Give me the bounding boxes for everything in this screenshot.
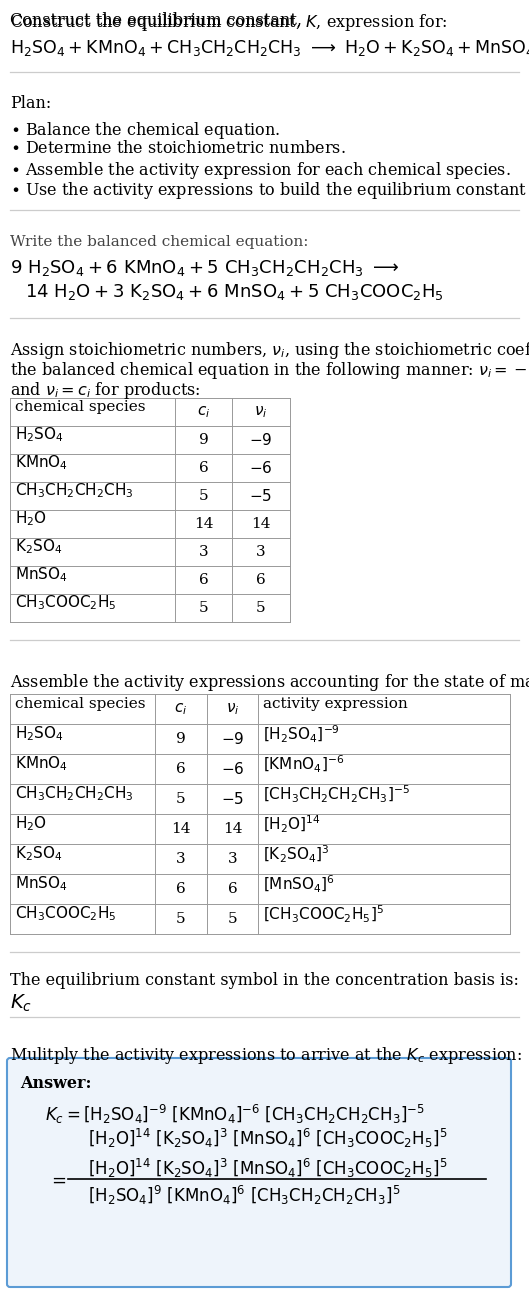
Text: Assemble the activity expressions accounting for the state of matter and $\nu_i$: Assemble the activity expressions accoun… — [10, 672, 529, 693]
Text: $\bullet$ Balance the chemical equation.: $\bullet$ Balance the chemical equation. — [10, 120, 280, 141]
Text: $\mathrm{CH_3CH_2CH_2CH_3}$: $\mathrm{CH_3CH_2CH_2CH_3}$ — [15, 784, 134, 804]
Text: and $\nu_i = c_i$ for products:: and $\nu_i = c_i$ for products: — [10, 380, 200, 401]
Text: $-5$: $-5$ — [221, 791, 244, 808]
Text: 14: 14 — [223, 822, 242, 836]
Text: $\mathrm{K_2SO_4}$: $\mathrm{K_2SO_4}$ — [15, 845, 62, 863]
Text: $\mathrm{H_2O}$: $\mathrm{H_2O}$ — [15, 815, 47, 833]
Text: $\bullet$ Use the activity expressions to build the equilibrium constant express: $\bullet$ Use the activity expressions t… — [10, 180, 529, 202]
Text: $\mathrm{[H_2O]^{14}\ [K_2SO_4]^{3}\ [MnSO_4]^{6}\ [CH_3COOC_2H_5]^{5}}$: $\mathrm{[H_2O]^{14}\ [K_2SO_4]^{3}\ [Mn… — [88, 1127, 448, 1150]
Text: $-5$: $-5$ — [250, 488, 272, 504]
Text: $c_i$: $c_i$ — [197, 404, 210, 420]
Text: 5: 5 — [199, 488, 208, 503]
Text: $\mathrm{MnSO_4}$: $\mathrm{MnSO_4}$ — [15, 566, 68, 584]
Text: $\mathrm{K_2SO_4}$: $\mathrm{K_2SO_4}$ — [15, 537, 62, 557]
Text: $\nu_i$: $\nu_i$ — [254, 404, 268, 420]
Text: 6: 6 — [256, 572, 266, 587]
Text: 14: 14 — [171, 822, 191, 836]
Text: $-9$: $-9$ — [249, 432, 273, 448]
Text: The equilibrium constant symbol in the concentration basis is:: The equilibrium constant symbol in the c… — [10, 972, 519, 988]
Text: 5: 5 — [256, 601, 266, 615]
Text: Write the balanced chemical equation:: Write the balanced chemical equation: — [10, 235, 308, 249]
Text: activity expression: activity expression — [263, 696, 408, 711]
Text: $\mathrm{[H_2O]^{14}}$: $\mathrm{[H_2O]^{14}}$ — [263, 814, 321, 835]
Text: $\mathrm{H_2SO_4}$: $\mathrm{H_2SO_4}$ — [15, 725, 64, 743]
Text: 6: 6 — [227, 882, 238, 895]
Text: $K_c = \mathrm{[H_2SO_4]^{-9}\ [KMnO_4]^{-6}\ [CH_3CH_2CH_2CH_3]^{-5}}$: $K_c = \mathrm{[H_2SO_4]^{-9}\ [KMnO_4]^… — [45, 1103, 425, 1127]
Text: $c_i$: $c_i$ — [175, 702, 188, 717]
Text: chemical species: chemical species — [15, 401, 145, 413]
Text: $\mathrm{[K_2SO_4]^{3}}$: $\mathrm{[K_2SO_4]^{3}}$ — [263, 844, 330, 864]
Text: 5: 5 — [227, 912, 238, 926]
Text: $-9$: $-9$ — [221, 731, 244, 747]
Text: $\mathrm{[H_2SO_4]^{9}\ [KMnO_4]^{6}\ [CH_3CH_2CH_2CH_3]^{5}}$: $\mathrm{[H_2SO_4]^{9}\ [KMnO_4]^{6}\ [C… — [88, 1183, 400, 1207]
Text: $\mathrm{CH_3COOC_2H_5}$: $\mathrm{CH_3COOC_2H_5}$ — [15, 593, 116, 612]
Text: $\mathrm{KMnO_4}$: $\mathrm{KMnO_4}$ — [15, 755, 68, 774]
Text: the balanced chemical equation in the following manner: $\nu_i = -c_i$ for react: the balanced chemical equation in the fo… — [10, 360, 529, 381]
Text: 9: 9 — [176, 733, 186, 745]
Text: $=$: $=$ — [48, 1171, 67, 1189]
Text: Assign stoichiometric numbers, $\nu_i$, using the stoichiometric coefficients, $: Assign stoichiometric numbers, $\nu_i$, … — [10, 340, 529, 360]
Text: Plan:: Plan: — [10, 96, 51, 112]
Text: $\mathrm{CH_3CH_2CH_2CH_3}$: $\mathrm{CH_3CH_2CH_2CH_3}$ — [15, 482, 134, 500]
Text: $\mathrm{[H_2SO_4]^{-9}}$: $\mathrm{[H_2SO_4]^{-9}}$ — [263, 724, 340, 744]
Text: Mulitply the activity expressions to arrive at the $K_c$ expression:: Mulitply the activity expressions to arr… — [10, 1045, 522, 1066]
Text: $-6$: $-6$ — [249, 460, 273, 475]
FancyBboxPatch shape — [7, 1058, 511, 1287]
Text: $\mathrm{H_2SO_4}$: $\mathrm{H_2SO_4}$ — [15, 425, 64, 444]
Text: 14: 14 — [194, 517, 213, 531]
Text: 6: 6 — [198, 572, 208, 587]
Text: $\mathrm{[H_2O]^{14}\ [K_2SO_4]^{3}\ [MnSO_4]^{6}\ [CH_3COOC_2H_5]^{5}}$: $\mathrm{[H_2O]^{14}\ [K_2SO_4]^{3}\ [Mn… — [88, 1158, 448, 1180]
Text: 3: 3 — [227, 851, 238, 866]
Text: 5: 5 — [176, 912, 186, 926]
Text: $\mathrm{H_2O}$: $\mathrm{H_2O}$ — [15, 509, 47, 528]
Text: $\mathrm{14\ H_2O + 3\ K_2SO_4 + 6\ MnSO_4 + 5\ CH_3COOC_2H_5}$: $\mathrm{14\ H_2O + 3\ K_2SO_4 + 6\ MnSO… — [25, 282, 444, 302]
Text: $\mathrm{CH_3COOC_2H_5}$: $\mathrm{CH_3COOC_2H_5}$ — [15, 904, 116, 924]
Text: $\mathrm{[KMnO_4]^{-6}}$: $\mathrm{[KMnO_4]^{-6}}$ — [263, 753, 344, 774]
Text: 14: 14 — [251, 517, 271, 531]
Text: $-6$: $-6$ — [221, 761, 244, 776]
Text: $\mathrm{9\ H_2SO_4 + 6\ KMnO_4 + 5\ CH_3CH_2CH_2CH_3\ \longrightarrow}$: $\mathrm{9\ H_2SO_4 + 6\ KMnO_4 + 5\ CH_… — [10, 258, 399, 278]
Text: Answer:: Answer: — [20, 1075, 92, 1092]
Text: $\bullet$ Assemble the activity expression for each chemical species.: $\bullet$ Assemble the activity expressi… — [10, 160, 511, 181]
Text: 5: 5 — [199, 601, 208, 615]
Text: 5: 5 — [176, 792, 186, 806]
Text: chemical species: chemical species — [15, 696, 145, 711]
Text: $\mathrm{KMnO_4}$: $\mathrm{KMnO_4}$ — [15, 453, 68, 473]
Text: 3: 3 — [256, 545, 266, 559]
Text: 3: 3 — [176, 851, 186, 866]
Text: 9: 9 — [198, 433, 208, 447]
Text: 6: 6 — [198, 461, 208, 475]
Text: $\mathrm{[MnSO_4]^{6}}$: $\mathrm{[MnSO_4]^{6}}$ — [263, 873, 335, 894]
Text: $\mathrm{MnSO_4}$: $\mathrm{MnSO_4}$ — [15, 875, 68, 893]
Text: 3: 3 — [199, 545, 208, 559]
Text: 6: 6 — [176, 882, 186, 895]
Text: Construct the equilibrium constant,: Construct the equilibrium constant, — [10, 12, 307, 28]
Text: $\nu_i$: $\nu_i$ — [226, 702, 239, 717]
Text: $\mathrm{H_2SO_4 + KMnO_4 + CH_3CH_2CH_2CH_3}$$\mathrm{\ \longrightarrow \ H_2O : $\mathrm{H_2SO_4 + KMnO_4 + CH_3CH_2CH_2… — [10, 37, 529, 58]
Text: $K_c$: $K_c$ — [10, 994, 32, 1014]
Text: Construct the equilibrium constant, $K$, expression for:: Construct the equilibrium constant, $K$,… — [10, 12, 448, 34]
Text: $\bullet$ Determine the stoichiometric numbers.: $\bullet$ Determine the stoichiometric n… — [10, 140, 345, 158]
Text: 6: 6 — [176, 762, 186, 776]
Text: $\mathrm{[CH_3CH_2CH_2CH_3]^{-5}}$: $\mathrm{[CH_3CH_2CH_2CH_3]^{-5}}$ — [263, 783, 410, 805]
Text: $\mathrm{[CH_3COOC_2H_5]^{5}}$: $\mathrm{[CH_3COOC_2H_5]^{5}}$ — [263, 903, 384, 925]
